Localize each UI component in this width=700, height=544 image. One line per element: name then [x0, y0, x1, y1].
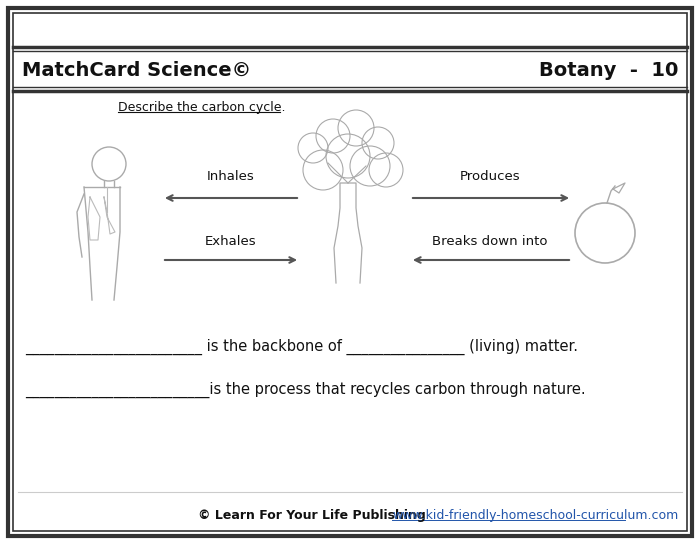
Text: www.kid-friendly-homeschool-curriculum.com: www.kid-friendly-homeschool-curriculum.c… [392, 510, 678, 522]
Text: ________________________ is the backbone of ________________ (living) matter.: ________________________ is the backbone… [25, 339, 578, 355]
FancyBboxPatch shape [8, 8, 692, 536]
Text: © Learn For Your Life Publishing: © Learn For Your Life Publishing [198, 510, 426, 522]
Text: _________________________is the process that recycles carbon through nature.: _________________________is the process … [25, 382, 586, 398]
FancyBboxPatch shape [13, 13, 687, 531]
Text: Exhales: Exhales [205, 235, 257, 248]
Text: Produces: Produces [460, 170, 520, 183]
Text: MatchCard Science©: MatchCard Science© [22, 60, 251, 79]
Text: Botany  -  10: Botany - 10 [538, 60, 678, 79]
Text: Inhales: Inhales [207, 170, 255, 183]
Text: Breaks down into: Breaks down into [433, 235, 547, 248]
Text: Describe the carbon cycle.: Describe the carbon cycle. [118, 101, 286, 114]
